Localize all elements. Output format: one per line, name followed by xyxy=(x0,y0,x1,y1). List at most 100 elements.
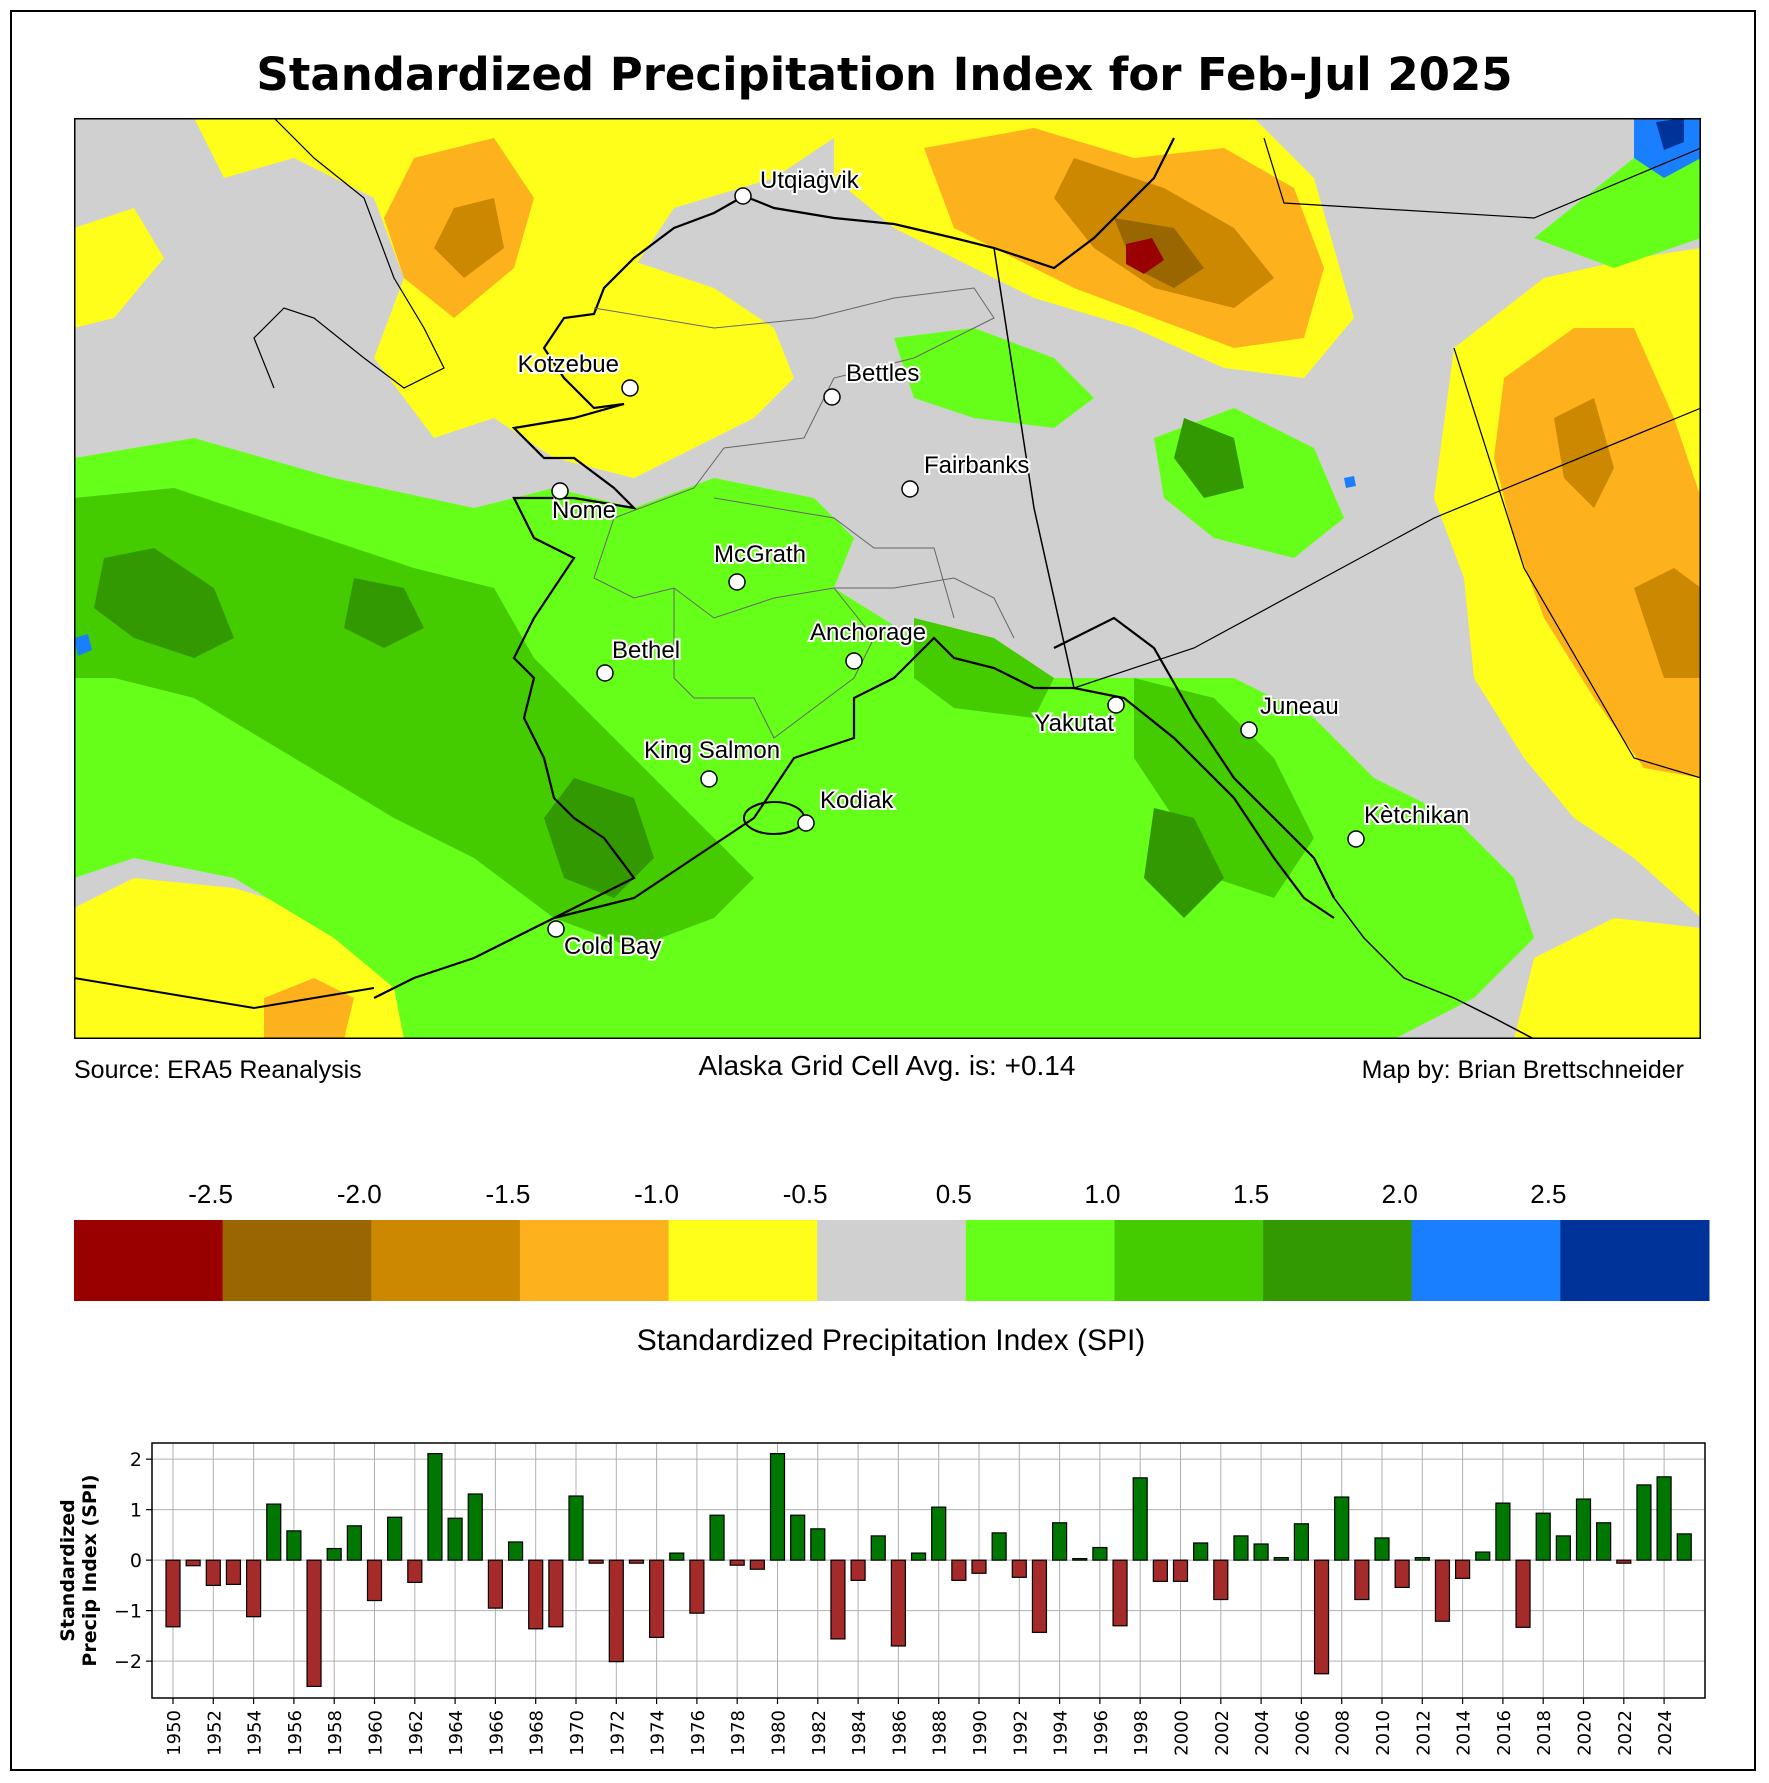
bar-1960 xyxy=(366,1559,383,1602)
bar-1991 xyxy=(991,1532,1007,1561)
city-label: King Salmon xyxy=(644,737,780,764)
bar-1966 xyxy=(487,1559,503,1609)
x-tick-label: 1952 xyxy=(204,1710,225,1756)
map-credit: Map by: Brian Brettschneider xyxy=(1361,1056,1684,1084)
bar-1986 xyxy=(890,1559,907,1647)
colorbar-segment xyxy=(1411,1220,1561,1301)
x-tick-label: 2004 xyxy=(1252,1710,1273,1756)
chart-bars xyxy=(165,1453,1692,1687)
x-tick-label: 2020 xyxy=(1575,1710,1596,1756)
x-tick-label: 1950 xyxy=(164,1710,185,1756)
x-tick-label: 1996 xyxy=(1091,1710,1112,1756)
city-marker-icon xyxy=(551,482,569,500)
colorbar-label: Standardized Precipitation Index (SPI) xyxy=(637,1324,1146,1357)
city-fairbanks: Fairbanks xyxy=(901,450,1031,498)
x-tick-label: 1972 xyxy=(607,1710,628,1756)
bar-2014 xyxy=(1454,1559,1471,1579)
x-tick-label: 1978 xyxy=(728,1710,749,1756)
colorbar-segment xyxy=(74,1220,224,1301)
x-tick-label: 2006 xyxy=(1292,1710,1313,1756)
colorbar-tick-label: 1.5 xyxy=(1233,1179,1269,1209)
canada-territory-border xyxy=(1263,137,1701,219)
city-label: McGrath xyxy=(714,541,806,568)
bar-2019 xyxy=(1555,1535,1571,1561)
x-tick-label: 1976 xyxy=(688,1710,709,1756)
bar-2013 xyxy=(1434,1559,1451,1622)
colorbar-tick-label: 1.0 xyxy=(1084,1179,1120,1209)
bar-1989 xyxy=(951,1559,967,1581)
figure-title: Standardized Precipitation Index for Feb… xyxy=(256,48,1513,101)
bar-1985 xyxy=(870,1535,886,1561)
x-tick-label: 2008 xyxy=(1333,1710,1354,1756)
x-tick-label: 2016 xyxy=(1494,1710,1515,1756)
x-tick-label: 1994 xyxy=(1051,1710,1072,1756)
x-tick-label: 2022 xyxy=(1615,1710,1636,1756)
city-layer: Utqiaġvik Kotzebue Bettles Nome Fairbanks McG… xyxy=(516,165,1472,962)
bar-2000 xyxy=(1172,1559,1189,1582)
bar-2002 xyxy=(1213,1559,1229,1601)
city-yakutat: Yakutat xyxy=(1032,696,1125,739)
map-region-dry-north xyxy=(494,248,794,478)
bar-1950 xyxy=(165,1559,181,1628)
spi-colorbar: -2.5 -2.0 -1.5 -1.0 -0.5 0.5 1.0 1.5 2.0 2.5 Stan… xyxy=(74,1179,1710,1357)
bar-2025 xyxy=(1676,1533,1692,1561)
figure-frame xyxy=(10,10,1756,1771)
city-marker-icon xyxy=(596,664,614,682)
bar-2018 xyxy=(1535,1512,1551,1561)
bar-2016 xyxy=(1495,1502,1511,1561)
bar-1999 xyxy=(1152,1559,1168,1582)
city-kotzebue: Kotzebue xyxy=(516,349,639,397)
bar-2022 xyxy=(1616,1559,1632,1564)
bar-2024 xyxy=(1656,1476,1672,1561)
city-juneau: Juneau xyxy=(1240,691,1341,739)
canada-province-border xyxy=(1073,407,1701,689)
canada-territory-border-2 xyxy=(1453,347,1701,779)
city-label: Bettles xyxy=(846,360,919,387)
chart-grid xyxy=(152,1443,1705,1698)
bar-2021 xyxy=(1596,1522,1612,1561)
bar-2010 xyxy=(1374,1537,1390,1561)
bar-2008 xyxy=(1334,1496,1350,1561)
city-marker-icon xyxy=(700,770,718,788)
colorbar-segment xyxy=(371,1220,521,1301)
city-k-tchikan: Kètchikan xyxy=(1347,800,1471,848)
x-tick-label: 1964 xyxy=(446,1710,467,1756)
spi-timeseries-chart: 2 1 0 −1 −2 1950 1952 1954 1956 1958 1960 1962 1964… xyxy=(57,1442,1706,1756)
y-axis-label-line: Standardized xyxy=(57,1499,79,1642)
x-tick-label: 1962 xyxy=(406,1710,427,1756)
bar-2007 xyxy=(1313,1559,1330,1675)
city-marker-icon xyxy=(901,480,919,498)
bar-1961 xyxy=(387,1516,403,1561)
city-label: Kodiak xyxy=(820,787,894,814)
x-tick-label: 1998 xyxy=(1131,1710,1152,1756)
bar-1995 xyxy=(1072,1558,1088,1561)
city-king-salmon: King Salmon xyxy=(642,735,782,788)
y-tick-label: 2 xyxy=(130,1449,142,1471)
bar-1972 xyxy=(608,1559,624,1663)
bar-1980 xyxy=(769,1453,786,1561)
city-bethel: Bethel xyxy=(596,635,682,682)
city-mcgrath: McGrath xyxy=(712,539,808,591)
bar-1988 xyxy=(931,1506,947,1561)
bar-1994 xyxy=(1051,1522,1068,1561)
borough-boundaries xyxy=(593,287,1015,639)
x-tick-label: 1986 xyxy=(889,1710,910,1756)
x-tick-label: 1956 xyxy=(285,1710,306,1756)
city-marker-icon xyxy=(845,652,863,670)
x-tick-label: 2002 xyxy=(1212,1710,1233,1756)
city-marker-icon xyxy=(1240,721,1258,739)
data-source-note: Source: ERA5 Reanalysis xyxy=(74,1056,362,1084)
city-marker-icon xyxy=(823,388,841,406)
bar-2017 xyxy=(1515,1559,1531,1628)
colorbar-tick-label: 0.5 xyxy=(936,1179,972,1209)
bar-2011 xyxy=(1394,1559,1410,1589)
city-label: Bethel xyxy=(612,637,680,664)
x-tick-label: 1988 xyxy=(930,1710,951,1756)
bar-1971 xyxy=(588,1559,604,1564)
x-tick-label: 1968 xyxy=(527,1710,548,1756)
bar-1983 xyxy=(830,1559,846,1640)
bar-1990 xyxy=(971,1559,987,1574)
bar-1965 xyxy=(467,1493,483,1561)
city-label: Yakutat xyxy=(1034,710,1114,737)
bar-1979 xyxy=(749,1559,765,1570)
